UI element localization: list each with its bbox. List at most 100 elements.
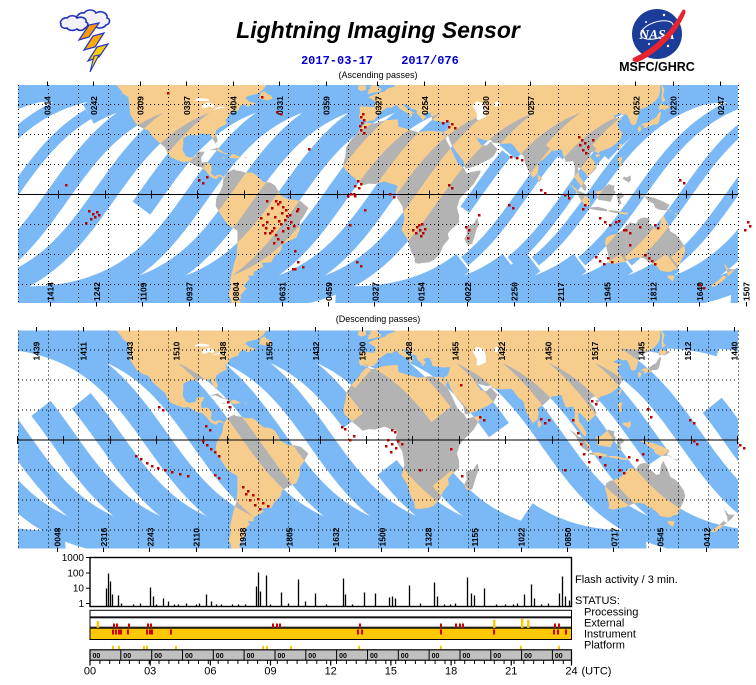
- svg-text:1517: 1517: [590, 341, 600, 360]
- svg-text:0252: 0252: [631, 96, 641, 115]
- svg-text:2017-03-17: 2017-03-17: [301, 54, 373, 68]
- svg-text:1505: 1505: [265, 341, 275, 360]
- svg-text:0412: 0412: [702, 527, 712, 546]
- svg-text:1440: 1440: [730, 341, 740, 360]
- svg-text:21: 21: [505, 666, 517, 678]
- svg-text:1443: 1443: [125, 341, 135, 360]
- svg-text:STATUS:: STATUS:: [575, 595, 620, 607]
- svg-text:1812: 1812: [649, 282, 659, 301]
- svg-text:00: 00: [154, 653, 162, 660]
- svg-text:0230: 0230: [481, 96, 491, 115]
- svg-text:00: 00: [555, 653, 563, 660]
- svg-text:0937: 0937: [185, 282, 195, 301]
- svg-text:1422: 1422: [497, 341, 507, 360]
- svg-text:0359: 0359: [322, 96, 332, 115]
- svg-text:1500: 1500: [377, 527, 387, 546]
- svg-text:1445: 1445: [637, 341, 647, 360]
- svg-text:0257: 0257: [526, 96, 536, 115]
- svg-text:1428: 1428: [404, 341, 414, 360]
- svg-text:00: 00: [247, 653, 255, 660]
- svg-text:18: 18: [445, 666, 457, 678]
- svg-text:0404: 0404: [229, 96, 239, 115]
- svg-text:00: 00: [370, 653, 378, 660]
- svg-text:1455: 1455: [451, 341, 461, 360]
- svg-text:24: 24: [565, 666, 577, 678]
- svg-text:1640: 1640: [695, 282, 705, 301]
- svg-text:0247: 0247: [716, 96, 726, 115]
- svg-text:0220: 0220: [669, 96, 679, 115]
- svg-text:00: 00: [339, 653, 347, 660]
- svg-text:Lightning Imaging Sensor: Lightning Imaging Sensor: [236, 17, 521, 43]
- svg-text:0242: 0242: [89, 96, 99, 115]
- svg-text:00: 00: [432, 653, 440, 660]
- svg-text:Instrument: Instrument: [584, 629, 636, 641]
- svg-text:09: 09: [264, 666, 276, 678]
- svg-text:1450: 1450: [544, 341, 554, 360]
- svg-text:(Ascending passes): (Ascending passes): [338, 70, 417, 80]
- svg-text:0022: 0022: [463, 282, 473, 301]
- svg-text:1109: 1109: [138, 282, 148, 301]
- svg-text:0850: 0850: [563, 527, 573, 546]
- svg-text:00: 00: [278, 653, 286, 660]
- svg-text:0804: 0804: [231, 282, 241, 301]
- svg-text:1438: 1438: [218, 341, 228, 360]
- svg-text:1500: 1500: [358, 341, 368, 360]
- svg-text:1328: 1328: [424, 527, 434, 546]
- svg-text:1512: 1512: [683, 341, 693, 360]
- svg-text:00: 00: [185, 653, 193, 660]
- svg-text:00: 00: [123, 653, 131, 660]
- svg-text:00: 00: [493, 653, 501, 660]
- svg-text:Platform: Platform: [584, 640, 625, 652]
- svg-text:1510: 1510: [172, 341, 182, 360]
- svg-text:1805: 1805: [285, 527, 295, 546]
- svg-text:0327: 0327: [373, 96, 383, 115]
- svg-text:0254: 0254: [420, 96, 430, 115]
- svg-text:1000: 1000: [62, 553, 85, 564]
- svg-text:00: 00: [524, 653, 532, 660]
- svg-text:1155: 1155: [470, 528, 480, 547]
- svg-text:(UTC): (UTC): [582, 666, 612, 678]
- svg-text:2110: 2110: [192, 528, 202, 547]
- svg-text:0309: 0309: [136, 96, 146, 115]
- svg-text:00: 00: [308, 653, 316, 660]
- svg-text:1: 1: [78, 599, 84, 610]
- svg-text:03: 03: [144, 666, 156, 678]
- svg-text:0314: 0314: [43, 96, 53, 115]
- svg-text:06: 06: [204, 666, 216, 678]
- svg-text:(Descending passes): (Descending passes): [336, 314, 421, 324]
- svg-text:0327: 0327: [370, 282, 380, 301]
- svg-text:15: 15: [385, 666, 397, 678]
- svg-text:Flash activity / 3 min.: Flash activity / 3 min.: [575, 574, 678, 586]
- svg-text:0048: 0048: [53, 527, 63, 546]
- svg-text:0717: 0717: [609, 527, 619, 546]
- svg-text:1242: 1242: [92, 282, 102, 301]
- svg-text:100: 100: [67, 569, 84, 580]
- svg-text:0631: 0631: [278, 282, 288, 301]
- svg-text:1507: 1507: [742, 282, 752, 301]
- svg-text:2243: 2243: [145, 527, 155, 546]
- svg-text:0154: 0154: [417, 282, 427, 301]
- svg-text:12: 12: [325, 666, 337, 678]
- svg-text:1439: 1439: [32, 341, 42, 360]
- svg-text:00: 00: [93, 653, 101, 660]
- svg-text:Processing: Processing: [584, 607, 638, 619]
- svg-text:MSFC/GHRC: MSFC/GHRC: [619, 60, 695, 74]
- svg-text:0337: 0337: [182, 96, 192, 115]
- svg-text:0459: 0459: [324, 282, 334, 301]
- svg-text:1022: 1022: [517, 527, 527, 546]
- svg-text:1945: 1945: [602, 282, 612, 301]
- svg-text:00: 00: [216, 653, 224, 660]
- svg-text:2250: 2250: [510, 282, 520, 301]
- svg-text:2316: 2316: [99, 527, 109, 546]
- svg-text:10: 10: [73, 584, 85, 595]
- svg-text:0331: 0331: [275, 96, 285, 115]
- svg-text:00: 00: [401, 653, 409, 660]
- svg-text:External: External: [584, 618, 624, 630]
- svg-text:2017/076: 2017/076: [401, 54, 459, 68]
- svg-text:1414: 1414: [46, 282, 56, 301]
- svg-text:1432: 1432: [311, 341, 321, 360]
- svg-text:00: 00: [463, 653, 471, 660]
- svg-text:0545: 0545: [656, 527, 666, 546]
- svg-text:1632: 1632: [331, 527, 341, 546]
- svg-text:2117: 2117: [556, 282, 566, 301]
